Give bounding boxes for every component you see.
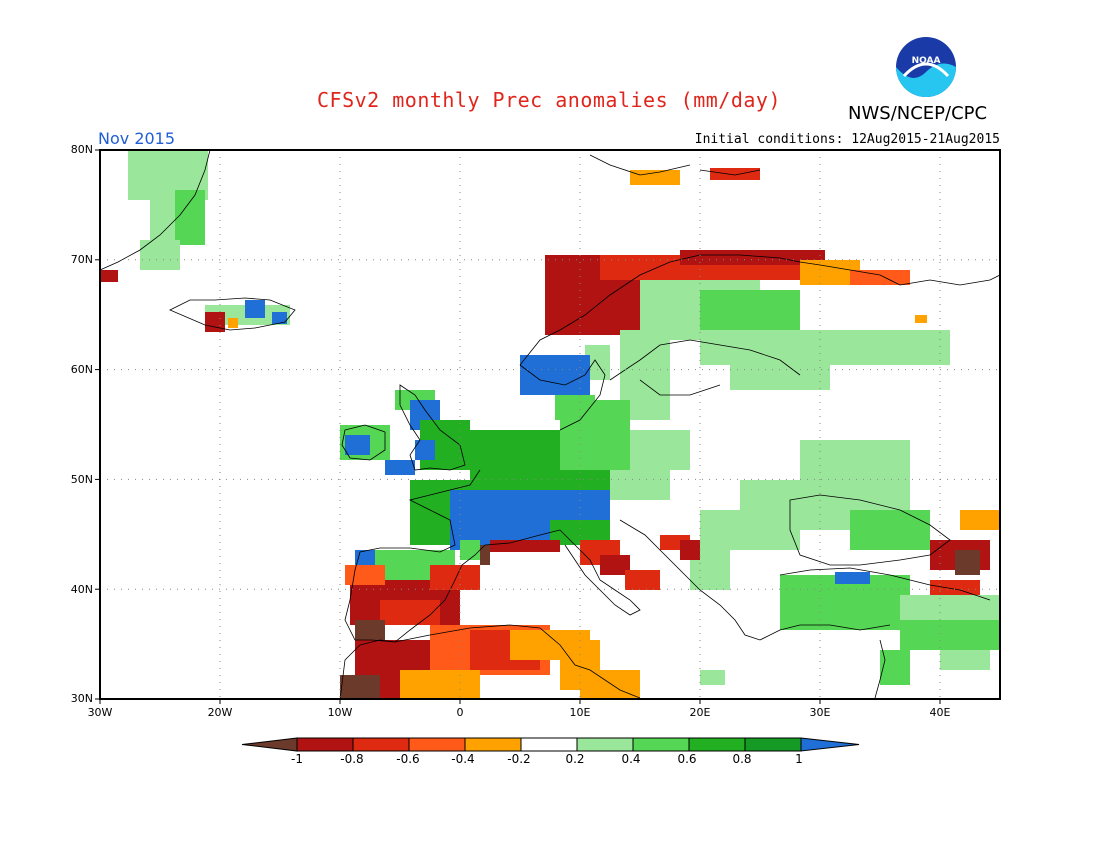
- lon-label-20w: 20W: [207, 706, 233, 719]
- lon-label-0: 0: [456, 706, 464, 719]
- anomaly-cell: [930, 580, 980, 595]
- lat-label-70n: 70N: [70, 253, 93, 266]
- coastline: [874, 639, 886, 699]
- coastline: [789, 494, 951, 566]
- anomaly-cell: [345, 435, 370, 455]
- valid-month-label: Nov 2015: [98, 129, 176, 148]
- colorbar-label: -0.2: [507, 752, 531, 766]
- anomaly-cell: [100, 270, 118, 282]
- coastline: [519, 359, 606, 431]
- anomaly-cell: [900, 620, 1000, 650]
- colorbar-label: 0.4: [621, 752, 641, 766]
- anomaly-cell: [520, 355, 590, 395]
- anomaly-cell: [580, 670, 640, 698]
- colorbar-label: 0.6: [677, 752, 697, 766]
- org-label: NWS/NCEP/CPC: [848, 103, 988, 124]
- anomaly-cell: [700, 670, 725, 685]
- coastline: [169, 297, 296, 331]
- anomaly-cell: [175, 190, 205, 245]
- lon-label-30e: 30E: [809, 706, 831, 719]
- map-title: CFSv2 monthly Prec anomalies (mm/day): [316, 88, 782, 112]
- colorbar-label: 1: [795, 752, 803, 766]
- anomaly-cell: [835, 572, 870, 584]
- lat-label-40n: 40N: [70, 583, 93, 596]
- coastlines: [99, 149, 1001, 701]
- lon-label-10w: 10W: [327, 706, 353, 719]
- coastline: [339, 624, 641, 701]
- coastline: [619, 519, 891, 641]
- lon-label-30w: 30W: [87, 706, 113, 719]
- anomaly-cell: [540, 490, 610, 520]
- anomaly-cell: [850, 270, 910, 285]
- colorbar-label: -1: [291, 752, 303, 766]
- anomaly-cell: [850, 510, 930, 550]
- coastline: [899, 274, 1001, 286]
- anomaly-cell: [940, 650, 990, 670]
- anomaly-cell: [205, 312, 225, 332]
- anomaly-cell: [345, 565, 385, 585]
- anomaly-cell: [630, 430, 690, 470]
- lon-label-10e: 10E: [569, 706, 591, 719]
- colorbar-label: 0.8: [732, 752, 752, 766]
- graticule: [100, 150, 1000, 699]
- anomaly-cell: [490, 540, 560, 552]
- anomaly-cell: [730, 360, 830, 390]
- anomaly-cell: [385, 460, 415, 475]
- coastline: [341, 424, 386, 461]
- anomaly-cells: [100, 150, 1000, 700]
- anomaly-cell: [955, 550, 980, 575]
- coastline: [779, 567, 991, 601]
- lon-label-20e: 20E: [689, 706, 711, 719]
- anomaly-cell: [630, 170, 680, 185]
- anomaly-cell: [272, 312, 287, 324]
- lat-label-30n: 30N: [70, 692, 93, 705]
- anomaly-cell: [355, 550, 375, 565]
- anomaly-cell: [480, 545, 490, 565]
- lon-label-40e: 40E: [929, 706, 951, 719]
- anomaly-cell: [780, 575, 910, 630]
- lat-label-50n: 50N: [70, 473, 93, 486]
- coastline: [609, 339, 801, 381]
- colorbar-label: -0.4: [451, 752, 475, 766]
- anomaly-cell: [355, 620, 385, 640]
- anomaly-cell: [680, 250, 825, 265]
- colorbar-label: -0.8: [340, 752, 364, 766]
- anomaly-cell: [625, 570, 660, 590]
- coastline: [344, 469, 561, 643]
- anomaly-cell: [430, 565, 480, 590]
- anomaly-cell: [245, 300, 265, 318]
- coastline: [399, 384, 466, 471]
- anomaly-cell: [380, 600, 440, 625]
- anomaly-cell: [460, 540, 480, 560]
- coastline: [559, 529, 641, 616]
- anomaly-cell: [560, 400, 630, 470]
- anomaly-cell: [915, 315, 927, 323]
- initial-conditions-label: Initial conditions: 12Aug2015-21Aug2015: [694, 132, 1000, 147]
- map-frame: [99, 149, 1001, 700]
- anomaly-cell: [610, 470, 670, 500]
- lat-label-80n: 80N: [70, 143, 93, 156]
- coastline: [589, 154, 761, 176]
- anomaly-cell: [140, 240, 180, 270]
- colorbar-label: 0.2: [565, 752, 585, 766]
- anomaly-cell: [228, 318, 238, 328]
- anomaly-cell: [700, 510, 800, 550]
- coastline: [639, 379, 721, 396]
- anomaly-cell: [880, 650, 910, 685]
- anomaly-cell: [600, 555, 630, 575]
- anomaly-cell: [680, 540, 700, 560]
- colorbar-label: -0.6: [396, 752, 420, 766]
- lat-label-60n: 60N: [70, 363, 93, 376]
- anomaly-cell: [960, 510, 1000, 530]
- anomaly-cell: [340, 675, 380, 700]
- anomaly-cell: [710, 168, 760, 180]
- anomaly-cell: [415, 440, 435, 460]
- anomaly-cell: [400, 670, 480, 698]
- anomaly-cell: [700, 330, 950, 365]
